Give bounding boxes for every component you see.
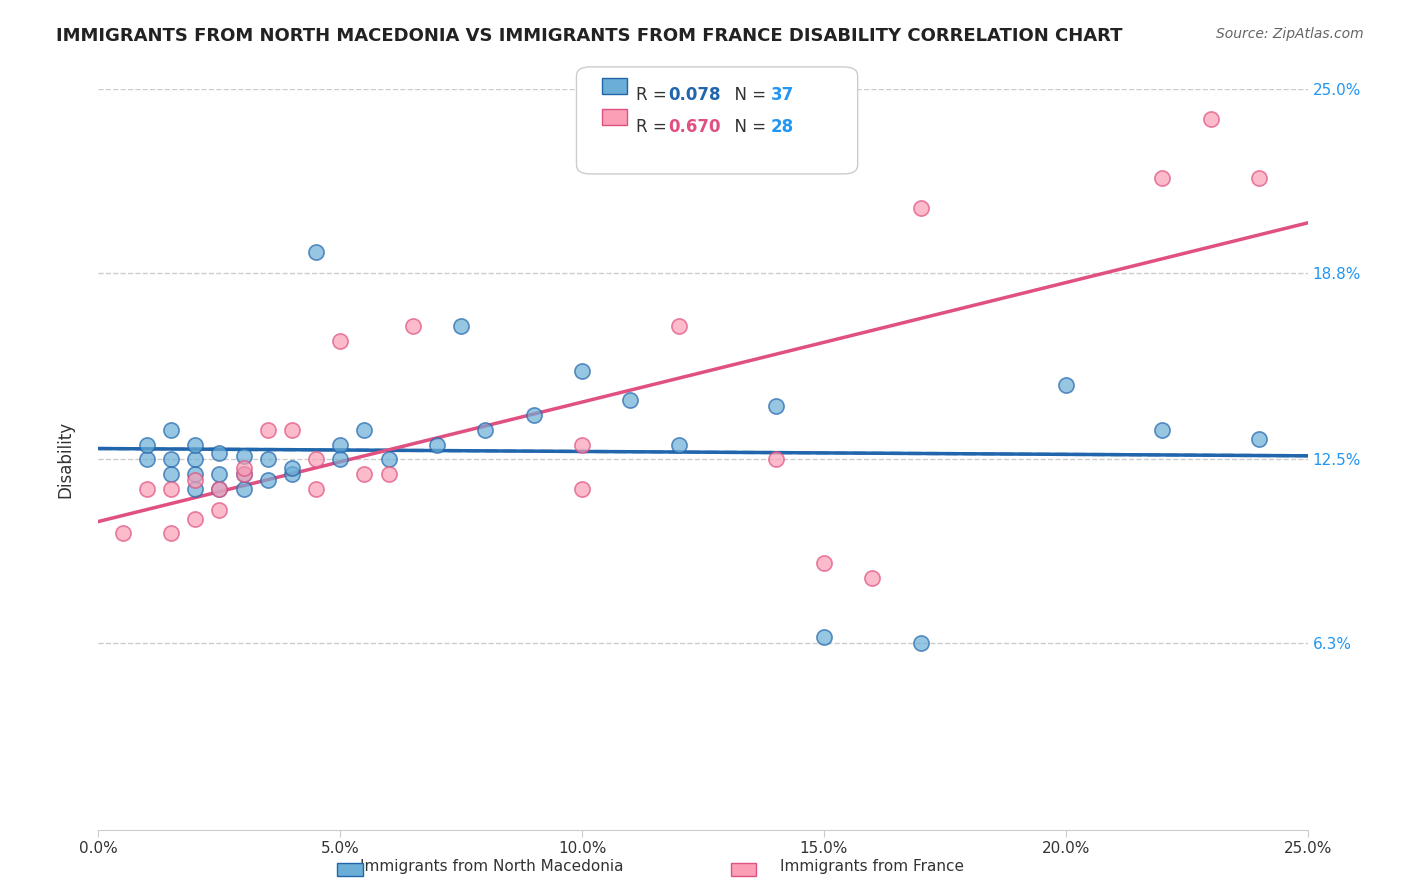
Immigrants from France	[910, 201, 932, 215]
Immigrants from France	[305, 482, 328, 496]
Immigrants from North Macedonia	[232, 482, 254, 496]
Text: Source: ZipAtlas.com: Source: ZipAtlas.com	[1216, 27, 1364, 41]
Text: IMMIGRANTS FROM NORTH MACEDONIA VS IMMIGRANTS FROM FRANCE DISABILITY CORRELATION: IMMIGRANTS FROM NORTH MACEDONIA VS IMMIG…	[56, 27, 1123, 45]
Immigrants from North Macedonia	[208, 446, 231, 460]
Immigrants from France	[281, 423, 304, 437]
Immigrants from North Macedonia	[668, 437, 690, 451]
Text: Immigrants from North Macedonia: Immigrants from North Macedonia	[360, 859, 624, 874]
Immigrants from France	[232, 467, 254, 482]
Immigrants from North Macedonia	[450, 319, 472, 334]
Text: 37: 37	[770, 86, 794, 103]
Immigrants from North Macedonia	[813, 630, 835, 644]
Immigrants from France	[1152, 171, 1174, 186]
Immigrants from France	[402, 319, 425, 334]
Immigrants from North Macedonia	[1054, 378, 1077, 392]
Immigrants from North Macedonia	[1152, 423, 1174, 437]
Immigrants from North Macedonia	[571, 363, 593, 377]
Immigrants from North Macedonia	[160, 423, 183, 437]
Text: 0.670: 0.670	[668, 118, 720, 136]
Immigrants from North Macedonia	[910, 636, 932, 650]
Immigrants from France	[1199, 112, 1222, 126]
Immigrants from France	[160, 482, 183, 496]
Immigrants from France	[571, 482, 593, 496]
Immigrants from North Macedonia	[765, 399, 787, 413]
Text: 0.078: 0.078	[668, 86, 720, 103]
Immigrants from North Macedonia	[353, 423, 375, 437]
Immigrants from North Macedonia	[184, 452, 207, 467]
Immigrants from North Macedonia	[619, 393, 641, 408]
Immigrants from France	[571, 437, 593, 451]
Immigrants from North Macedonia	[1249, 432, 1271, 446]
Immigrants from North Macedonia	[208, 467, 231, 482]
Text: Immigrants from France: Immigrants from France	[780, 859, 963, 874]
Immigrants from France	[1249, 171, 1271, 186]
Immigrants from North Macedonia	[208, 482, 231, 496]
Immigrants from North Macedonia	[523, 408, 546, 422]
Immigrants from North Macedonia	[474, 423, 496, 437]
Immigrants from North Macedonia	[329, 452, 352, 467]
Text: N =: N =	[724, 86, 772, 103]
Immigrants from North Macedonia	[256, 473, 278, 487]
Immigrants from France	[111, 526, 134, 541]
Immigrants from North Macedonia	[184, 467, 207, 482]
Immigrants from France	[184, 473, 207, 487]
Immigrants from North Macedonia	[281, 467, 304, 482]
Immigrants from France	[232, 461, 254, 475]
Immigrants from North Macedonia	[232, 450, 254, 464]
Immigrants from North Macedonia	[256, 452, 278, 467]
Immigrants from France	[377, 467, 399, 482]
Immigrants from North Macedonia	[426, 437, 449, 451]
Immigrants from North Macedonia	[329, 437, 352, 451]
Immigrants from France	[860, 571, 883, 585]
Immigrants from France	[353, 467, 375, 482]
Immigrants from France	[813, 556, 835, 570]
Immigrants from France	[135, 482, 157, 496]
Immigrants from North Macedonia	[305, 245, 328, 260]
Immigrants from France	[329, 334, 352, 348]
Immigrants from France	[256, 423, 278, 437]
Immigrants from France	[765, 452, 787, 467]
Text: R =: R =	[636, 118, 672, 136]
Text: 28: 28	[770, 118, 793, 136]
Immigrants from France	[305, 452, 328, 467]
Immigrants from France	[208, 482, 231, 496]
Immigrants from France	[160, 526, 183, 541]
Immigrants from North Macedonia	[184, 482, 207, 496]
Immigrants from France	[668, 319, 690, 334]
Immigrants from France	[208, 502, 231, 516]
Immigrants from North Macedonia	[160, 467, 183, 482]
Immigrants from North Macedonia	[135, 437, 157, 451]
Immigrants from North Macedonia	[281, 461, 304, 475]
Immigrants from North Macedonia	[377, 452, 399, 467]
Immigrants from North Macedonia	[160, 452, 183, 467]
Immigrants from North Macedonia	[184, 437, 207, 451]
Immigrants from North Macedonia	[232, 467, 254, 482]
Immigrants from France	[184, 511, 207, 525]
Text: R =: R =	[636, 86, 672, 103]
Immigrants from North Macedonia	[135, 452, 157, 467]
Y-axis label: Disability: Disability	[56, 421, 75, 498]
Text: N =: N =	[724, 118, 772, 136]
